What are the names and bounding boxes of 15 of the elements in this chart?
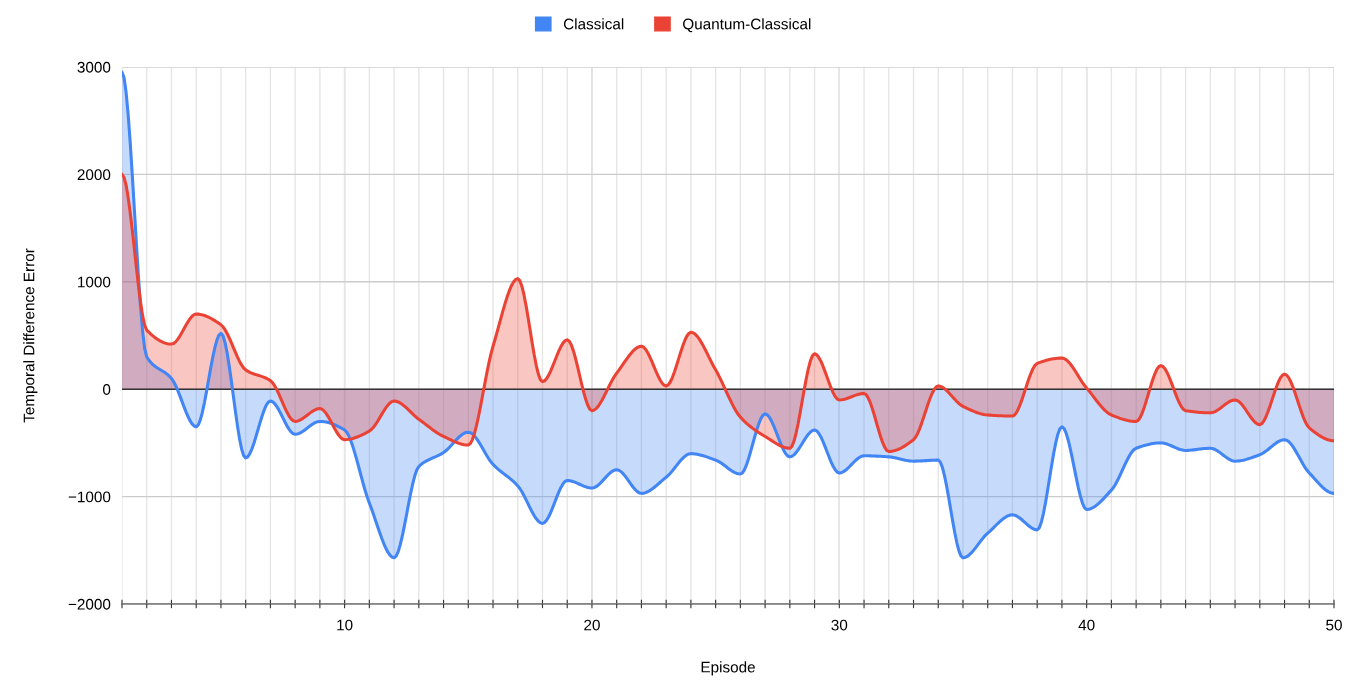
y-tick-label: −2000: [68, 598, 111, 610]
y-tick-label: 1000: [78, 276, 111, 288]
x-tick-label: 30: [831, 619, 848, 631]
legend-label: Classical: [563, 18, 624, 30]
y-tick-label: 2000: [77, 169, 111, 181]
legend-label: Quantum-Classical: [683, 18, 811, 33]
y-tick-label: 3000: [77, 61, 111, 73]
y-axis-title: Temporal Difference Error: [23, 248, 38, 423]
x-tick-label: 40: [1078, 619, 1095, 631]
x-axis-title: Episode: [701, 661, 755, 676]
x-tick-label: 10: [337, 619, 353, 631]
x-tick-label: 20: [584, 619, 600, 631]
x-tick-label: 50: [1326, 619, 1342, 631]
y-tick-label: 0: [102, 384, 111, 395]
y-tick-label: −1000: [68, 491, 111, 503]
